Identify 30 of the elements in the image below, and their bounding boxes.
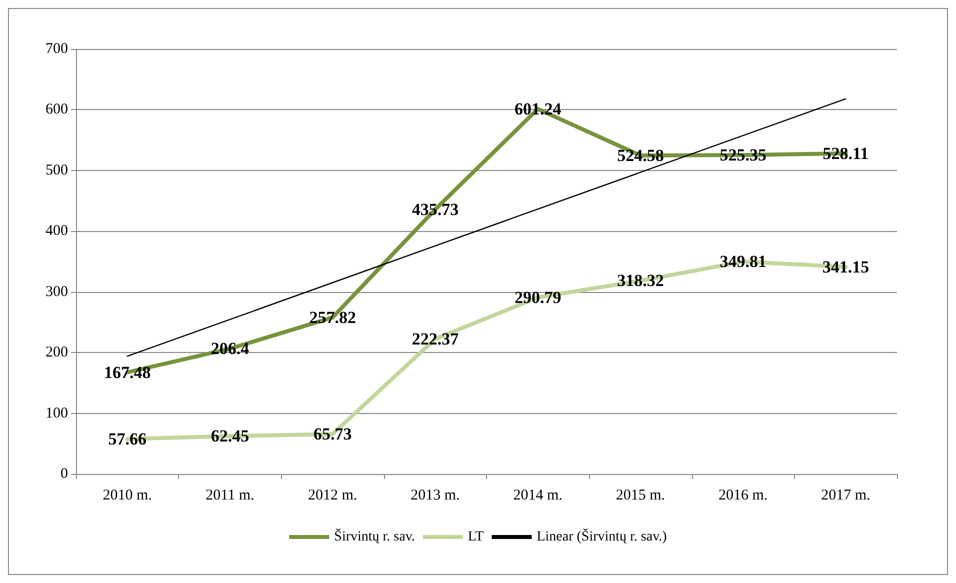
legend-label: LT (468, 530, 484, 544)
data-label: 65.73 (313, 424, 352, 444)
data-label: 341.15 (822, 257, 870, 276)
x-tick-label: 2016 m. (718, 488, 768, 504)
y-tick-label: 500 (46, 162, 68, 178)
y-tick-label: 100 (46, 405, 68, 422)
x-tick-label: 2017 m. (821, 488, 870, 504)
data-label: 349.81 (720, 252, 766, 272)
legend-label: Širvintų r. sav. (334, 528, 415, 544)
y-tick-label: 600 (46, 102, 68, 118)
y-tick-label: 300 (46, 284, 68, 300)
y-tick-label: 400 (46, 223, 68, 240)
x-tick-label: 2014 m. (513, 488, 562, 504)
data-label: 601.24 (514, 99, 562, 118)
y-tick-label: 200 (46, 344, 68, 361)
data-label: 167.48 (104, 362, 151, 382)
x-tick-label: 2010 m. (102, 488, 152, 504)
x-tick-label: 2011 m. (206, 488, 254, 504)
x-tick-label: 2012 m. (308, 488, 358, 504)
data-label: 318.32 (617, 271, 664, 290)
x-tick-label: 2015 m. (616, 488, 666, 504)
data-label: 222.37 (412, 329, 460, 348)
y-tick-label: 0 (60, 466, 68, 482)
x-tick-label: 2013 m. (410, 488, 460, 504)
data-label: 290.79 (514, 288, 562, 307)
y-tick-label: 700 (46, 41, 68, 57)
legend-label: Linear (Širvintų r. sav.) (536, 528, 668, 544)
data-label: 528.11 (822, 144, 869, 163)
data-label: 57.66 (108, 429, 146, 448)
data-label: 62.45 (210, 426, 250, 446)
